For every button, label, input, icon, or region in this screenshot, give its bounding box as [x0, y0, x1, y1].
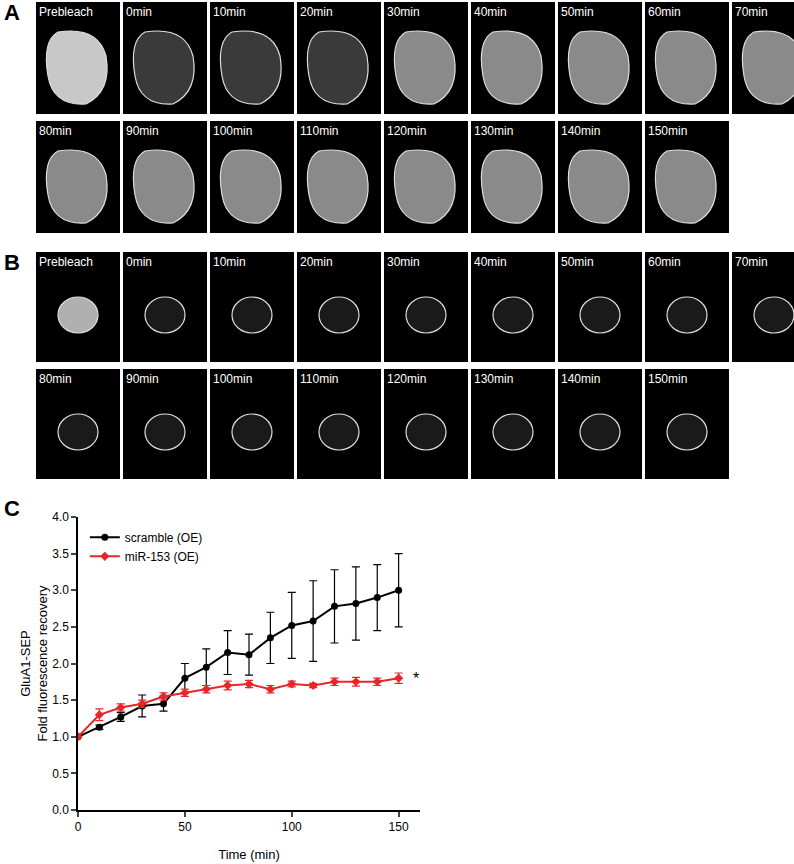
svg-text:GluA1-SEPFold fluorescence rec: GluA1-SEPFold fluorescence recovery	[18, 585, 50, 742]
svg-text:80min: 80min	[39, 372, 72, 386]
svg-text:120min: 120min	[387, 124, 426, 138]
svg-text:150min: 150min	[648, 124, 687, 138]
svg-text:60min: 60min	[648, 255, 681, 269]
svg-text:30min: 30min	[387, 5, 420, 19]
svg-text:70min: 70min	[735, 255, 768, 269]
svg-text:110min: 110min	[300, 372, 338, 386]
svg-text:40min: 40min	[474, 255, 507, 269]
svg-text:0: 0	[75, 820, 82, 834]
svg-text:1.0: 1.0	[52, 730, 69, 744]
svg-text:2.5: 2.5	[52, 620, 69, 634]
svg-text:Prebleach: Prebleach	[39, 5, 93, 19]
svg-text:*: *	[413, 670, 419, 687]
svg-text:0.0: 0.0	[52, 803, 69, 817]
svg-text:80min: 80min	[39, 124, 72, 138]
svg-text:120min: 120min	[387, 372, 426, 386]
svg-text:110min: 110min	[300, 124, 338, 138]
svg-text:scramble (OE): scramble (OE)	[125, 531, 202, 545]
svg-text:50min: 50min	[561, 5, 594, 19]
svg-text:150: 150	[389, 820, 409, 834]
html-text:B: B	[4, 250, 20, 275]
svg-text:90min: 90min	[126, 124, 159, 138]
svg-text:40min: 40min	[474, 5, 507, 19]
svg-text:150min: 150min	[648, 372, 687, 386]
svg-text:130min: 130min	[474, 124, 513, 138]
svg-text:90min: 90min	[126, 372, 159, 386]
svg-text:140min: 140min	[561, 124, 600, 138]
html-text:A: A	[4, 0, 20, 25]
svg-text:0min: 0min	[126, 255, 152, 269]
svg-text:50min: 50min	[561, 255, 594, 269]
svg-text:70min: 70min	[735, 5, 768, 19]
svg-text:100: 100	[282, 820, 302, 834]
svg-text:Prebleach: Prebleach	[39, 255, 93, 269]
svg-text:60min: 60min	[648, 5, 681, 19]
svg-text:0.5: 0.5	[52, 767, 69, 781]
svg-text:miR-153 (OE): miR-153 (OE)	[125, 550, 199, 564]
html-text:C: C	[4, 496, 20, 521]
svg-text:3.0: 3.0	[52, 583, 69, 597]
svg-text:4.0: 4.0	[52, 510, 69, 524]
svg-text:30min: 30min	[387, 255, 420, 269]
svg-text:140min: 140min	[561, 372, 600, 386]
svg-text:20min: 20min	[300, 5, 333, 19]
svg-text:10min: 10min	[213, 5, 246, 19]
svg-text:100min: 100min	[213, 372, 252, 386]
svg-text:100min: 100min	[213, 124, 252, 138]
svg-text:2.0: 2.0	[52, 657, 69, 671]
svg-text:130min: 130min	[474, 372, 513, 386]
svg-text:1.5: 1.5	[52, 693, 69, 707]
svg-text:Time (min): Time (min)	[218, 847, 280, 862]
svg-text:3.5: 3.5	[52, 547, 69, 561]
svg-text:20min: 20min	[300, 255, 333, 269]
svg-text:0min: 0min	[126, 5, 152, 19]
svg-text:50: 50	[178, 820, 192, 834]
svg-text:10min: 10min	[213, 255, 246, 269]
